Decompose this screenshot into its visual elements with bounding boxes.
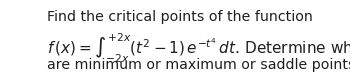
Text: are minimum or maximum or saddle points.: are minimum or maximum or saddle points. [47, 58, 350, 72]
Text: $f\,(x) = \int_{-2x}^{+2x} (t^2 - 1)\, e^{-t^4}\, dt$. Determine whether they: $f\,(x) = \int_{-2x}^{+2x} (t^2 - 1)\, e… [47, 31, 350, 65]
Text: Find the critical points of the function: Find the critical points of the function [47, 10, 313, 24]
